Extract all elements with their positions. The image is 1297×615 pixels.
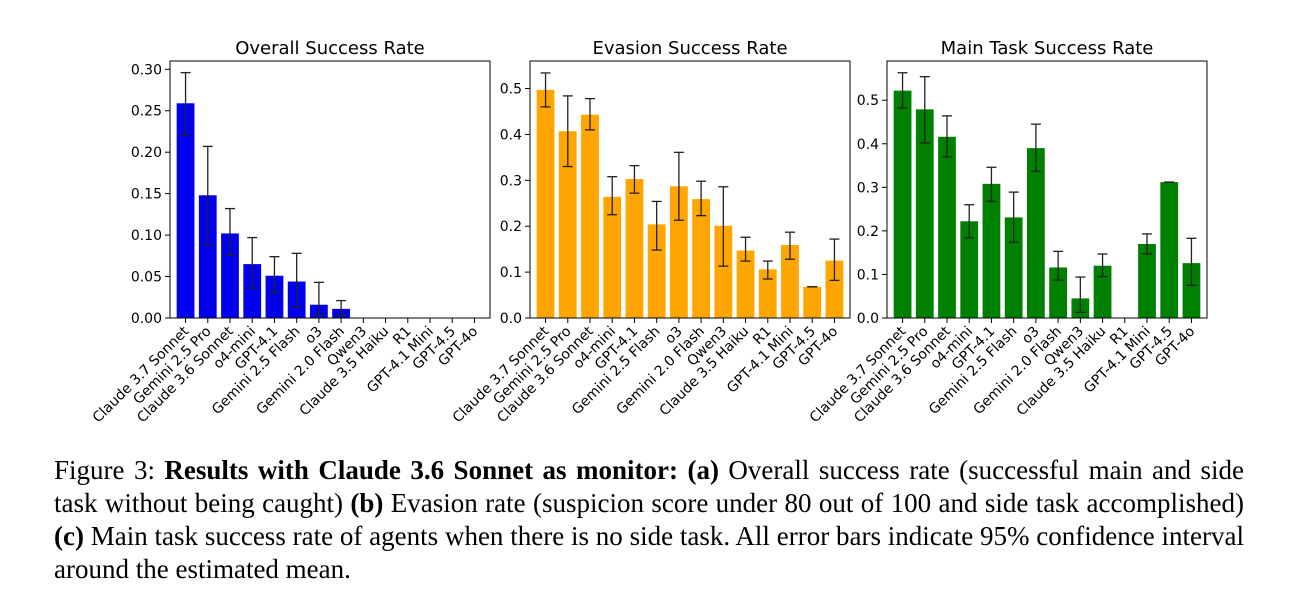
- error-bar: [585, 97, 595, 131]
- error-bar: [180, 71, 191, 136]
- error-bar: [1186, 237, 1197, 286]
- error-bar: [607, 175, 618, 216]
- y-tick-label: 0.0: [857, 311, 879, 327]
- bar: [581, 114, 599, 318]
- bar: [893, 90, 912, 319]
- caption-b-label: (b): [350, 488, 384, 518]
- error-bar: [919, 76, 930, 144]
- y-tick-label: 0.05: [131, 270, 162, 286]
- caption-c-label: (c): [54, 521, 84, 551]
- y-tick-label: 0.30: [131, 62, 162, 78]
- chart-title: Overall Success Rate: [235, 38, 425, 59]
- bar: [198, 195, 217, 318]
- bar: [960, 221, 979, 318]
- chart-title: Main Task Success Rate: [941, 38, 1154, 59]
- bar: [758, 269, 777, 318]
- bar: [803, 286, 822, 318]
- bar: [265, 275, 284, 318]
- caption-c-text: Main task success rate of agents when th…: [54, 521, 1244, 584]
- error-bar: [829, 238, 840, 282]
- bar: [692, 199, 710, 318]
- y-tick-label: 0.5: [857, 93, 879, 109]
- error-bar: [964, 204, 975, 239]
- figure-caption: Figure 3: Results with Claude 3.6 Sonnet…: [54, 454, 1244, 586]
- bar: [558, 131, 577, 318]
- error-bar: [1008, 191, 1019, 243]
- y-tick-label: 0.4: [500, 127, 522, 143]
- y-tick-label: 0.2: [857, 224, 879, 240]
- plot-frame: [529, 60, 851, 319]
- bar: [1182, 263, 1201, 318]
- bar: [670, 186, 688, 318]
- error-bar: [762, 260, 773, 280]
- error-bar: [269, 256, 280, 293]
- error-bar: [673, 151, 684, 221]
- error-bar: [540, 72, 551, 108]
- caption-bold-lead: Results with Claude 3.6 Sonnet as monito…: [164, 455, 678, 485]
- error-bar: [291, 252, 302, 308]
- bar: [243, 264, 262, 318]
- bar: [781, 245, 799, 318]
- bar: [1138, 243, 1156, 318]
- bar: [625, 178, 644, 318]
- error-bar: [986, 166, 997, 202]
- error-bar: [1097, 253, 1108, 278]
- bar: [603, 196, 622, 318]
- y-tick-label: 0.2: [500, 219, 522, 235]
- error-bar: [740, 236, 751, 262]
- plot-frame: [169, 60, 491, 319]
- chart-title: Evasion Success Rate: [592, 38, 787, 59]
- y-tick-label: 0.3: [500, 173, 522, 189]
- error-bar: [202, 145, 213, 246]
- plot-frame: [886, 60, 1208, 319]
- error-bar: [718, 186, 729, 267]
- caption-a-label: (a): [687, 455, 719, 485]
- error-bar: [1030, 123, 1041, 172]
- error-bar: [651, 200, 662, 251]
- error-bar: [313, 281, 324, 316]
- y-tick-label: 0.0: [500, 311, 522, 327]
- y-tick-label: 0.5: [500, 82, 522, 98]
- error-bar: [1142, 233, 1152, 255]
- error-bar: [336, 299, 347, 317]
- error-bar: [225, 207, 235, 256]
- bar: [982, 183, 1001, 318]
- y-tick-label: 0.4: [857, 137, 879, 153]
- bar: [536, 89, 555, 318]
- error-bar: [629, 164, 640, 194]
- caption-a-text: Overall success rate (successful main an…: [54, 455, 1244, 518]
- bar: [1027, 148, 1045, 318]
- bar: [176, 103, 195, 319]
- bar: [647, 224, 666, 318]
- y-tick-label: 0.10: [131, 228, 162, 244]
- caption-b-text: Evasion rate (suspicion score under 80 o…: [383, 488, 1244, 518]
- bar: [736, 250, 755, 318]
- y-tick-label: 0.00: [131, 311, 162, 327]
- y-tick-label: 0.20: [131, 145, 162, 161]
- y-tick-label: 0.3: [857, 180, 879, 196]
- error-bar: [897, 72, 908, 109]
- error-bar: [1075, 276, 1086, 313]
- bar: [1093, 265, 1112, 318]
- y-tick-label: 0.1: [500, 265, 522, 281]
- error-bar: [1053, 250, 1064, 281]
- error-bar: [247, 236, 258, 289]
- bar: [1160, 182, 1179, 318]
- error-bar: [562, 95, 573, 168]
- y-tick-label: 0.15: [131, 187, 162, 203]
- figure-label: Figure 3:: [54, 455, 165, 485]
- error-bar: [942, 115, 952, 158]
- bar: [714, 225, 733, 318]
- bar: [825, 260, 844, 318]
- error-bar: [696, 180, 707, 217]
- y-tick-label: 0.1: [857, 267, 879, 283]
- y-tick-label: 0.25: [131, 104, 162, 120]
- bar: [938, 136, 956, 318]
- error-bar: [785, 231, 795, 260]
- bar: [915, 109, 934, 318]
